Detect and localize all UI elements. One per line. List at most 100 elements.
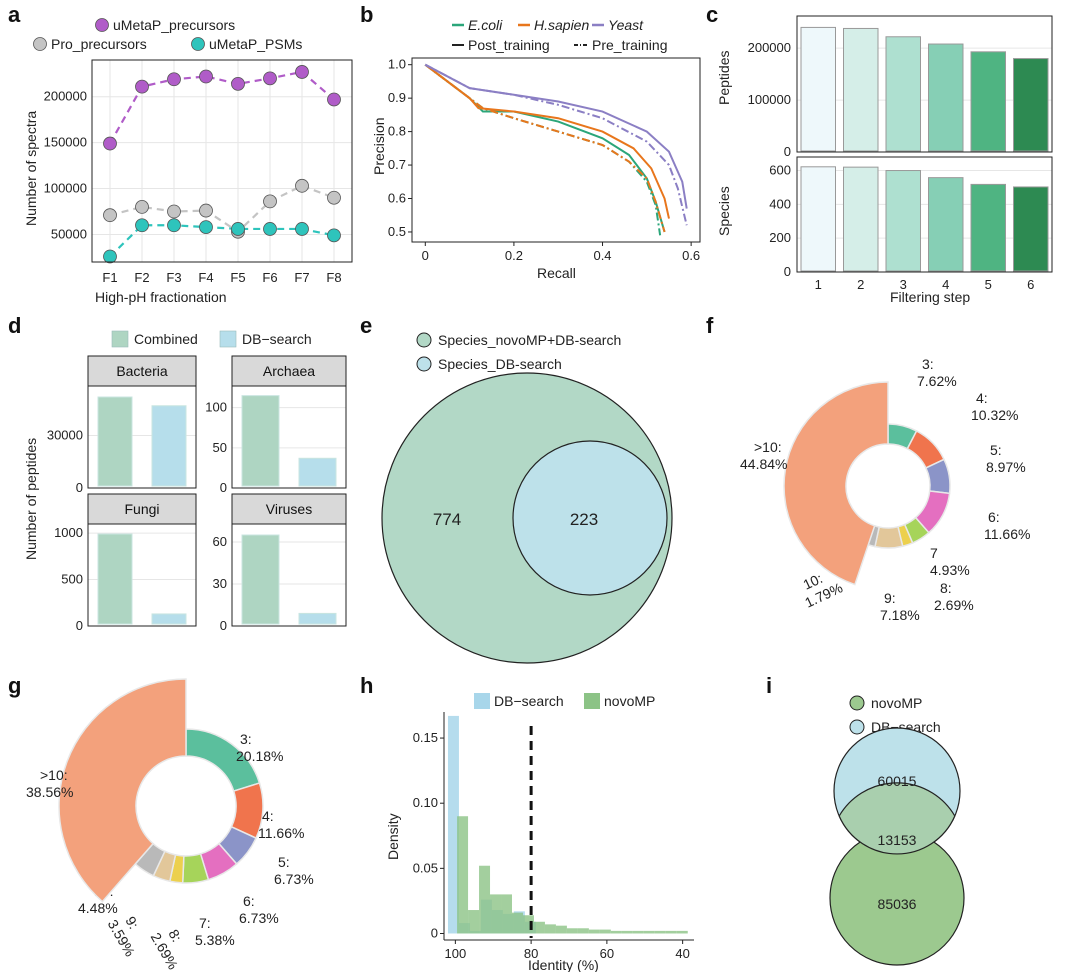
xtick-label: 0.6 xyxy=(682,248,700,263)
bar-step-3 xyxy=(885,170,921,272)
data-point xyxy=(231,222,245,236)
xtick-label: F7 xyxy=(294,270,309,285)
xtick-label: 2 xyxy=(857,277,864,292)
slice-label: 7: xyxy=(199,915,211,931)
bar-Archaea-DB−search xyxy=(298,457,337,487)
slice-label: 5: xyxy=(990,442,1002,458)
slice-value: 10.32% xyxy=(971,407,1018,423)
panel-f-donut: 3:7.62% 4:10.32% 5:8.97% 6:11.66% 74.93% 8:2.… xyxy=(740,356,1030,623)
xtick-label: 3 xyxy=(900,277,907,292)
venn-bottom-count: 85036 xyxy=(878,896,917,912)
slice-value: 5.38% xyxy=(195,932,235,948)
ytick-label: 0.05 xyxy=(413,860,438,875)
hist-bar-novoMP xyxy=(676,930,688,934)
data-point xyxy=(135,218,149,233)
xtick-label: 60 xyxy=(600,946,614,961)
slice-label: 4: xyxy=(976,390,988,406)
data-point xyxy=(103,136,117,151)
legend-swatch xyxy=(849,719,865,735)
facet-frame xyxy=(231,355,347,489)
bar-step-6 xyxy=(1013,58,1049,152)
hist-bar-novoMP xyxy=(654,930,666,934)
hist-bar-novoMP xyxy=(555,925,567,934)
xtick-label: F1 xyxy=(102,270,117,285)
panel-h-legend: DB−search novoMP xyxy=(474,693,655,709)
ytick-label: 200000 xyxy=(748,40,791,55)
slice-value: 4.48% xyxy=(78,900,118,916)
curve-E.coli-Post_training xyxy=(424,63,666,233)
bar-Archaea-Combined xyxy=(241,395,280,487)
xtick-label: 0.4 xyxy=(593,248,611,263)
legend-swatch xyxy=(584,693,600,709)
slice-value: 7.18% xyxy=(880,607,920,623)
facet-title: Archaea xyxy=(263,363,315,379)
xtick-label: F2 xyxy=(134,270,149,285)
panel-a-axes: 50000 100000 150000 200000 F1 F2 F3 F4 F5 F6 F7 F8 xyxy=(44,59,353,285)
ytick-label: 200 xyxy=(769,230,791,245)
panel-d-ylabel: Number of peptides xyxy=(23,438,39,560)
legend-swatch xyxy=(416,332,432,348)
ytick-label: 0 xyxy=(76,618,83,633)
panel-label-d: d xyxy=(8,313,21,338)
venn-outer-count: 774 xyxy=(433,510,461,529)
slice-label: >10: xyxy=(754,439,782,455)
legend-label: E.coli xyxy=(468,17,503,33)
ytick-label: 0 xyxy=(784,264,791,279)
panel-b-xlabel: Recall xyxy=(537,265,576,281)
slice-label: 5: xyxy=(278,854,290,870)
facet-title: Viruses xyxy=(266,501,312,517)
panel-h-histogram: DB−search novoMP 0 0.05 0.10 0.15 100 80 60 40 I… xyxy=(385,693,694,972)
bar-step-2 xyxy=(843,166,879,272)
hist-bar-novoMP xyxy=(599,929,611,934)
panel-label-b: b xyxy=(360,2,373,27)
xtick-label: F6 xyxy=(262,270,277,285)
facet-title: Bacteria xyxy=(116,363,168,379)
hist-bar-novoMP xyxy=(522,915,534,934)
venn-inner-count: 223 xyxy=(570,510,598,529)
panel-a-xlabel: High-pH fractionation xyxy=(95,289,227,305)
legend-label: DB−search xyxy=(494,693,564,709)
panel-b-series xyxy=(424,63,688,236)
bar-Bacteria-Combined xyxy=(97,396,133,487)
bar-step-1 xyxy=(800,166,836,272)
donut-slice->10 xyxy=(783,381,889,586)
venn-overlap-region xyxy=(838,782,956,855)
hist-bar-novoMP xyxy=(643,930,655,934)
slice-value: 6.73% xyxy=(239,910,279,926)
curve-H.sapien-Pre_training xyxy=(424,63,666,233)
bar-step-4 xyxy=(928,43,964,152)
legend-label: Yeast xyxy=(608,17,644,33)
panel-label-i: i xyxy=(766,673,772,698)
slice-label: 7 xyxy=(930,545,938,561)
xtick-label: 40 xyxy=(675,946,689,961)
slice-value: 8.97% xyxy=(986,459,1026,475)
legend-label: Combined xyxy=(134,331,198,347)
bar-step-5 xyxy=(970,183,1006,272)
data-point xyxy=(263,71,277,86)
legend-label: Pro_precursors xyxy=(51,36,147,52)
panel-label-a: a xyxy=(8,2,21,27)
panel-label-f: f xyxy=(706,313,714,338)
ytick-label: 100000 xyxy=(748,92,791,107)
panel-a-legend: uMetaP_precursors Pro_precursors uMetaP_PS… xyxy=(33,17,302,52)
ytick-label: 0 xyxy=(220,480,227,495)
legend-label: Species_novoMP+DB-search xyxy=(438,332,621,348)
bar-Viruses-Combined xyxy=(241,534,280,625)
panel-c-ylabel-peptides: Peptides xyxy=(716,51,732,105)
bar-step-2 xyxy=(843,27,879,152)
slice-value: 4.93% xyxy=(930,562,970,578)
xtick-label: F4 xyxy=(198,270,213,285)
data-point xyxy=(295,178,309,193)
data-point xyxy=(231,76,245,91)
panel-label-h: h xyxy=(360,673,373,698)
data-point xyxy=(167,72,181,87)
ytick-label: 0 xyxy=(784,144,791,159)
legend-swatch xyxy=(849,695,865,711)
hist-bar-novoMP xyxy=(479,865,491,934)
venn-overlap-count: 13153 xyxy=(878,832,917,848)
panel-e-venn: Species_novoMP+DB-search Species_DB-searc… xyxy=(381,332,673,664)
xtick-label: F3 xyxy=(166,270,181,285)
xtick-label: 0 xyxy=(422,248,429,263)
slice-label: >10: xyxy=(40,767,68,783)
